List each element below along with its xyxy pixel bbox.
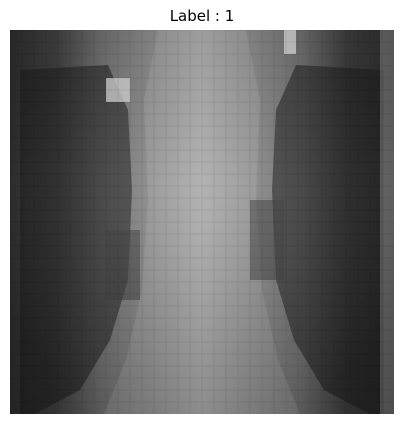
xray-image-svg <box>10 30 394 414</box>
xray-image <box>10 30 394 414</box>
figure-title: Label : 1 <box>169 7 235 25</box>
xray-center-glow <box>10 30 394 414</box>
pixel-grid <box>10 30 394 414</box>
